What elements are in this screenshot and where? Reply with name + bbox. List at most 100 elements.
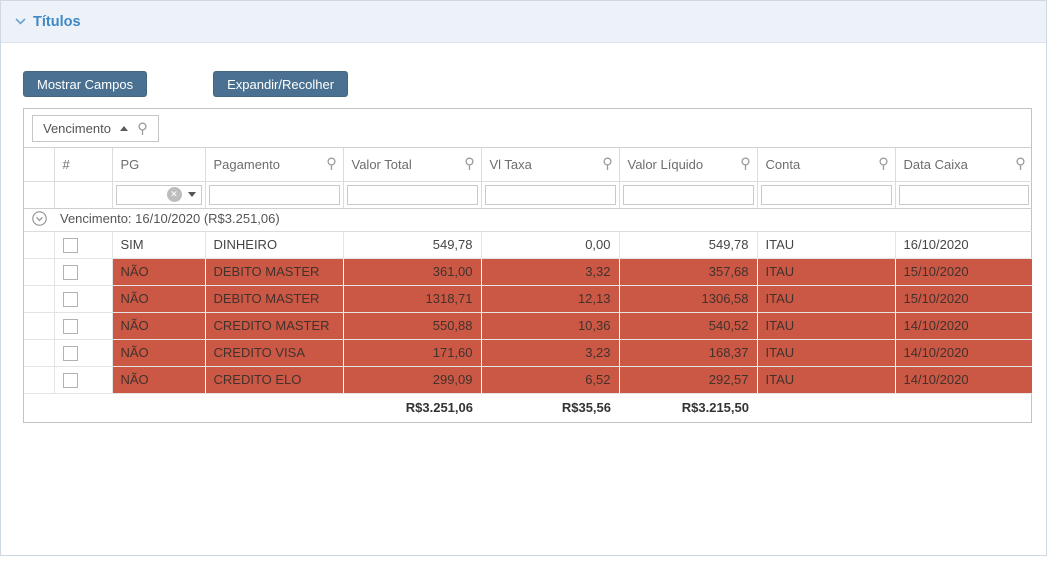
collapse-chevron-icon[interactable] xyxy=(15,18,26,25)
footer-cell-empty xyxy=(895,392,1032,422)
cell-vl_taxa: 6,52 xyxy=(481,366,620,394)
row-checkbox[interactable] xyxy=(62,345,78,361)
footer-cell-empty xyxy=(205,392,343,422)
cell-pagamento: CREDITO MASTER xyxy=(205,312,344,340)
column-header-valor_total[interactable]: Valor Total xyxy=(343,148,482,182)
row-indent-cell xyxy=(24,339,55,367)
filter-cell-check xyxy=(54,181,113,209)
row-indent-cell xyxy=(24,231,55,259)
cell-pagamento: DEBITO MASTER xyxy=(205,285,344,313)
filter-input-vl_taxa[interactable] xyxy=(484,184,616,205)
clear-filter-icon[interactable]: ✕ xyxy=(166,187,182,202)
filter-cell-pg: ✕ xyxy=(112,181,206,209)
filter-cell-valor_liquido xyxy=(619,181,758,209)
header-filter-icon[interactable] xyxy=(740,157,751,171)
header-filter-icon[interactable] xyxy=(326,157,337,171)
column-label: Valor Líquido xyxy=(627,156,704,172)
table-row[interactable]: NÃO DEBITO MASTER 361,00 3,32 357,68 ITAU 15/1… xyxy=(24,258,1032,286)
column-header-data_caixa[interactable]: Data Caixa xyxy=(895,148,1032,182)
row-select-cell xyxy=(54,366,113,394)
group-panel: Vencimento xyxy=(24,109,1031,148)
header-filter-icon[interactable] xyxy=(137,121,148,136)
cell-data_caixa: 15/10/2020 xyxy=(895,258,1032,286)
titulos-grid: Vencimento # PG Pagamento Valor Total Vl Tax… xyxy=(23,108,1032,423)
row-indent-cell xyxy=(24,258,55,286)
column-header-conta[interactable]: Conta xyxy=(757,148,896,182)
cell-conta: ITAU xyxy=(757,339,896,367)
cell-pg: NÃO xyxy=(112,339,206,367)
group-field-label: Vencimento xyxy=(43,121,111,136)
column-label: Vl Taxa xyxy=(489,156,532,172)
cell-pg: NÃO xyxy=(112,258,206,286)
group-collapse-icon[interactable] xyxy=(32,210,47,226)
table-row[interactable]: NÃO DEBITO MASTER 1318,71 12,13 1306,58 ITAU 1… xyxy=(24,285,1032,313)
row-checkbox[interactable] xyxy=(62,237,78,253)
cell-valor_total: 1318,71 xyxy=(343,285,482,313)
footer-row: R$3.251,06 R$35,56 R$3.215,50 xyxy=(24,392,1032,422)
cell-pg: NÃO xyxy=(112,312,206,340)
sort-ascending-icon xyxy=(119,126,128,131)
panel-header[interactable]: Títulos xyxy=(1,1,1046,43)
filter-row: ✕ xyxy=(24,181,1032,209)
cell-valor_liquido: 357,68 xyxy=(619,258,758,286)
header-filter-icon[interactable] xyxy=(602,157,613,171)
row-indent-cell xyxy=(24,366,55,394)
group-chip-vencimento[interactable]: Vencimento xyxy=(32,115,159,142)
table-row[interactable]: NÃO CREDITO MASTER 550,88 10,36 540,52 ITAU 14… xyxy=(24,312,1032,340)
filter-input-valor_liquido[interactable] xyxy=(622,184,754,205)
column-header-expand xyxy=(24,148,55,182)
cell-data_caixa: 16/10/2020 xyxy=(895,231,1032,259)
cell-valor_liquido: 549,78 xyxy=(619,231,758,259)
column-header-pg[interactable]: PG xyxy=(112,148,206,182)
table-row[interactable]: NÃO CREDITO ELO 299,09 6,52 292,57 ITAU 14/10/… xyxy=(24,366,1032,394)
filter-input-data_caixa[interactable] xyxy=(898,184,1029,205)
cell-valor_total: 361,00 xyxy=(343,258,482,286)
cell-conta: ITAU xyxy=(757,258,896,286)
column-label: Valor Total xyxy=(351,156,412,172)
header-filter-icon[interactable] xyxy=(878,157,889,171)
titulos-panel: Títulos Mostrar Campos Expandir/Recolher… xyxy=(0,0,1047,556)
filter-cell-valor_total xyxy=(343,181,482,209)
cell-pagamento: CREDITO VISA xyxy=(205,339,344,367)
column-header-vl_taxa[interactable]: Vl Taxa xyxy=(481,148,620,182)
row-indent-cell xyxy=(24,312,55,340)
filter-cell-conta xyxy=(757,181,896,209)
column-header-check[interactable]: # xyxy=(54,148,113,182)
cell-data_caixa: 15/10/2020 xyxy=(895,285,1032,313)
row-indent-cell xyxy=(24,285,55,313)
filter-input-pagamento[interactable] xyxy=(208,184,340,205)
row-select-cell xyxy=(54,339,113,367)
row-select-cell xyxy=(54,258,113,286)
cell-vl_taxa: 3,32 xyxy=(481,258,620,286)
panel-body: Mostrar Campos Expandir/Recolher Vencime… xyxy=(1,43,1046,423)
header-filter-icon[interactable] xyxy=(1015,157,1026,171)
cell-vl_taxa: 10,36 xyxy=(481,312,620,340)
group-row[interactable]: Vencimento: 16/10/2020 (R$3.251,06) xyxy=(24,208,1032,232)
cell-data_caixa: 14/10/2020 xyxy=(895,312,1032,340)
table-row[interactable]: SIM DINHEIRO 549,78 0,00 549,78 ITAU 16/10/202… xyxy=(24,231,1032,259)
column-label: PG xyxy=(120,156,140,172)
dropdown-caret-icon[interactable] xyxy=(187,192,196,197)
filter-cell-vl_taxa xyxy=(481,181,620,209)
cell-vl_taxa: 12,13 xyxy=(481,285,620,313)
footer-cell-empty xyxy=(112,392,205,422)
table-row[interactable]: NÃO CREDITO VISA 171,60 3,23 168,37 ITAU 14/10… xyxy=(24,339,1032,367)
row-checkbox[interactable] xyxy=(62,372,78,388)
column-header-valor_liquido[interactable]: Valor Líquido xyxy=(619,148,758,182)
row-select-cell xyxy=(54,312,113,340)
group-row-label: Vencimento: 16/10/2020 (R$3.251,06) xyxy=(60,210,280,226)
cell-conta: ITAU xyxy=(757,285,896,313)
row-checkbox[interactable] xyxy=(62,291,78,307)
row-checkbox[interactable] xyxy=(62,264,78,280)
filter-input-conta[interactable] xyxy=(760,184,892,205)
filter-combo-pg[interactable]: ✕ xyxy=(115,184,202,205)
mostrar-campos-button[interactable]: Mostrar Campos xyxy=(23,71,148,97)
expandir-recolher-button[interactable]: Expandir/Recolher xyxy=(213,71,349,97)
header-filter-icon[interactable] xyxy=(464,157,475,171)
filter-input-valor_total[interactable] xyxy=(346,184,478,205)
cell-valor_total: 550,88 xyxy=(343,312,482,340)
cell-pagamento: DEBITO MASTER xyxy=(205,258,344,286)
row-select-cell xyxy=(54,231,113,259)
column-header-pagamento[interactable]: Pagamento xyxy=(205,148,344,182)
row-checkbox[interactable] xyxy=(62,318,78,334)
